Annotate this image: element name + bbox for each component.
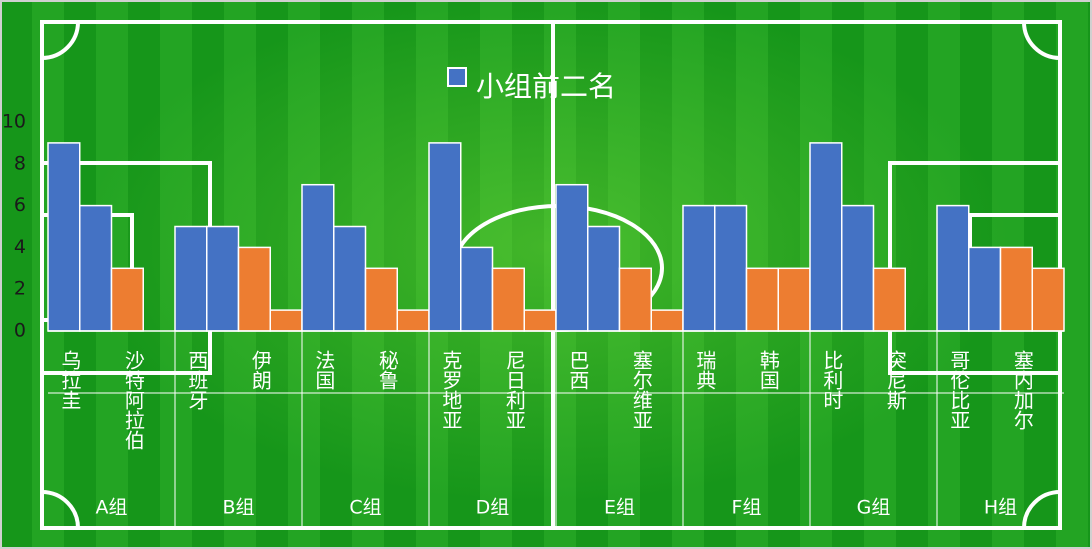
bar xyxy=(237,246,271,332)
x-tick-label: 塞尔维亚 xyxy=(629,350,653,430)
x-tick-label: 比利时 xyxy=(820,350,844,410)
bar xyxy=(523,309,557,332)
bar xyxy=(79,204,113,332)
bar xyxy=(206,225,240,332)
bar xyxy=(396,309,430,332)
bar xyxy=(714,204,748,332)
x-tick-label: 尼日利亚 xyxy=(502,350,526,430)
bar xyxy=(174,225,208,332)
bar xyxy=(269,309,303,332)
bar xyxy=(999,246,1033,332)
group-label: G组 xyxy=(857,497,891,519)
group-label: D组 xyxy=(476,497,510,519)
y-tick-label: 8 xyxy=(14,152,26,174)
group-label: A组 xyxy=(96,497,128,519)
bar xyxy=(936,204,970,332)
bar xyxy=(333,225,367,332)
bar xyxy=(555,183,589,332)
legend-swatch xyxy=(447,67,467,87)
legend-label: 小组前二名 xyxy=(476,70,616,103)
bar xyxy=(872,267,906,332)
bar xyxy=(428,142,462,332)
y-tick-label: 10 xyxy=(2,111,26,133)
group-label: E组 xyxy=(604,497,635,519)
bar xyxy=(110,267,144,332)
x-tick-label: 突尼斯 xyxy=(883,350,907,410)
bar xyxy=(364,267,398,332)
bar xyxy=(968,246,1002,332)
x-tick-label: 克罗地亚 xyxy=(439,350,463,430)
y-tick-label: 6 xyxy=(14,194,26,216)
bar xyxy=(682,204,716,332)
x-tick-label: 哥伦比亚 xyxy=(947,350,971,430)
bar xyxy=(809,142,843,332)
x-tick-label: 伊朗 xyxy=(248,350,272,390)
y-tick-label: 4 xyxy=(14,236,26,258)
y-tick-label: 0 xyxy=(14,320,26,342)
bar xyxy=(777,267,811,332)
group-label: F组 xyxy=(732,497,762,519)
bar xyxy=(841,204,875,332)
bar xyxy=(47,142,81,332)
x-tick-label: 秘鲁 xyxy=(375,350,399,390)
x-tick-label: 法国 xyxy=(312,350,336,390)
bar xyxy=(491,267,525,332)
bar xyxy=(1031,267,1065,332)
x-tick-label: 塞内加尔 xyxy=(1010,350,1034,430)
group-label: H组 xyxy=(984,497,1017,519)
x-tick-label: 沙特阿拉伯 xyxy=(121,350,145,450)
group-label: C组 xyxy=(349,497,381,519)
x-tick-label: 巴西 xyxy=(566,350,590,390)
bar xyxy=(650,309,684,332)
bar xyxy=(618,267,652,332)
x-tick-label: 瑞典 xyxy=(693,350,717,390)
x-tick-label: 韩国 xyxy=(756,350,780,390)
y-tick-label: 2 xyxy=(14,278,26,300)
bar xyxy=(745,267,779,332)
x-tick-label: 西班牙 xyxy=(185,350,209,410)
x-tick-label: 乌拉圭 xyxy=(58,350,82,410)
bar xyxy=(460,246,494,332)
bar xyxy=(587,225,621,332)
group-label: B组 xyxy=(222,497,254,519)
bar xyxy=(301,183,335,332)
